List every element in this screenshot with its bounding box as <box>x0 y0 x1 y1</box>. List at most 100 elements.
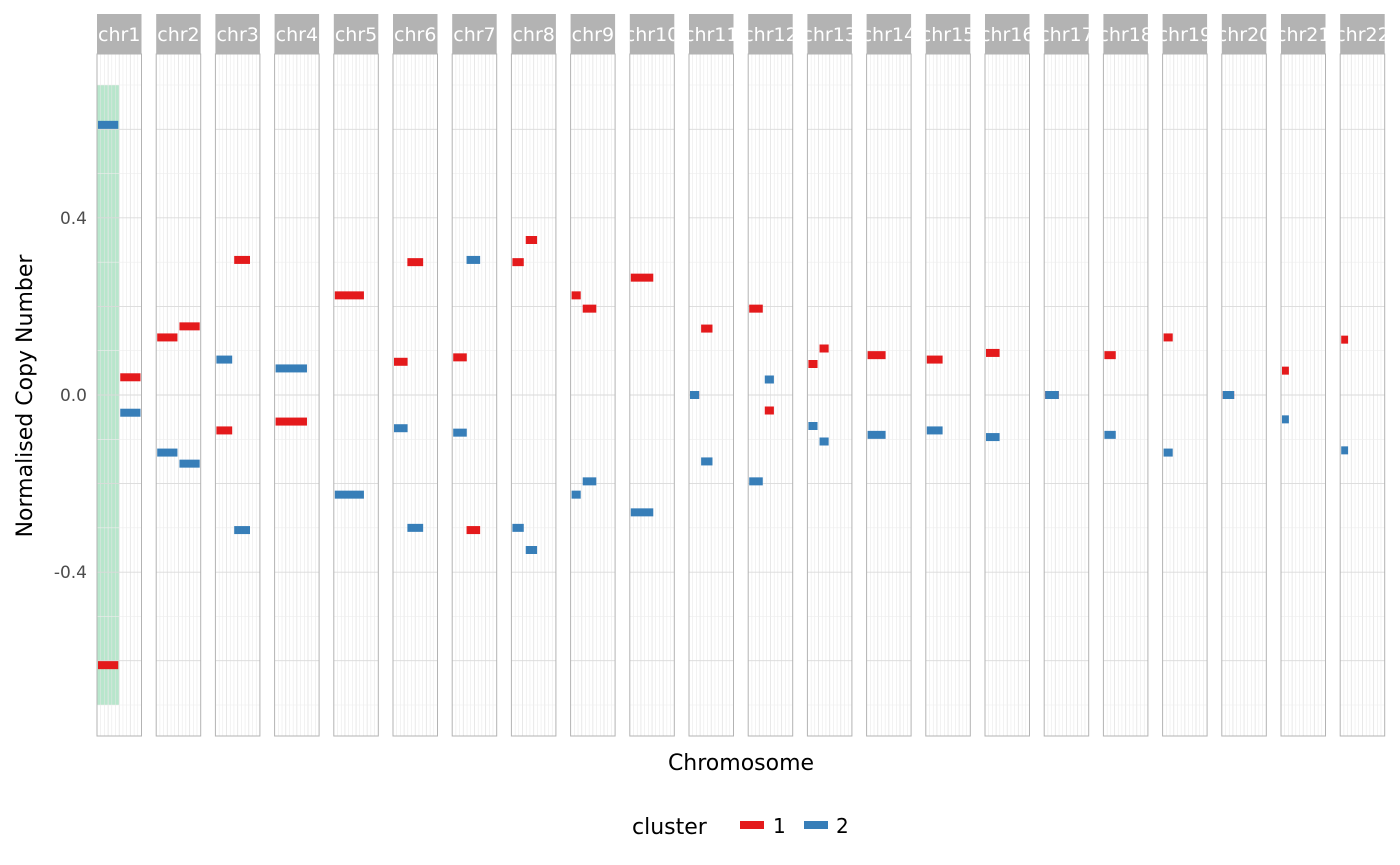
segment-cluster-1-chr3 <box>216 426 233 435</box>
facet-strip <box>629 14 675 54</box>
facet-label: chr21 <box>1276 24 1330 46</box>
segment-cluster-2-chr3 <box>216 355 233 364</box>
facet-label: chr18 <box>1098 24 1152 46</box>
segment-cluster-1-chr10 <box>630 273 654 282</box>
segment-cluster-2-chr9 <box>571 490 581 499</box>
segment-cluster-1-chr18 <box>1104 351 1116 360</box>
facet-label: chr5 <box>335 24 377 46</box>
segment-cluster-1-chr14 <box>867 351 886 360</box>
facet-label: chr20 <box>1217 24 1271 46</box>
segment-cluster-2-chr8 <box>525 546 538 554</box>
segment-cluster-2-chr22 <box>1341 446 1349 455</box>
segment-cluster-1-chr5 <box>334 291 364 300</box>
segment-cluster-2-chr9 <box>582 477 597 486</box>
facet-strip <box>1044 14 1089 54</box>
segment-cluster-1-chr6 <box>394 357 408 366</box>
segment-cluster-1-chr16 <box>986 348 1000 357</box>
segment-cluster-2-chr10 <box>630 508 654 517</box>
segment-cluster-1-chr13 <box>808 360 818 368</box>
segment-cluster-1-chr15 <box>926 355 943 364</box>
segment-cluster-1-chr7 <box>453 353 467 362</box>
segment-cluster-1-chr8 <box>512 258 524 267</box>
facet-panel-chr14: chr14 <box>862 14 916 737</box>
facet-strip <box>452 14 497 54</box>
facet-strip <box>511 14 556 54</box>
segment-cluster-1-chr4 <box>275 417 307 426</box>
segment-cluster-2-chr17 <box>1045 391 1059 399</box>
facet-panel-chr19: chr19 <box>1162 14 1208 737</box>
segment-cluster-2-chr1 <box>98 120 119 129</box>
segment-cluster-2-chr14 <box>867 430 886 439</box>
segment-cluster-2-chr2 <box>179 459 200 468</box>
facet-strip <box>1221 14 1267 54</box>
segment-cluster-1-chr13 <box>819 344 829 353</box>
facet-panel-chr17: chr17 <box>1039 14 1093 737</box>
y-tick-label: 0.0 <box>60 386 87 406</box>
segment-cluster-1-chr6 <box>407 258 424 267</box>
facet-strip <box>215 14 260 54</box>
segment-cluster-2-chr8 <box>512 523 524 532</box>
segment-cluster-2-chr21 <box>1282 415 1289 424</box>
segment-cluster-2-chr15 <box>926 426 943 435</box>
facet-panel-chr3: chr3 <box>214 14 261 737</box>
facet-panel-chr22: chr22 <box>1339 14 1386 737</box>
facet-panel-chr9: chr9 <box>570 14 616 737</box>
segment-cluster-2-chr13 <box>819 437 829 446</box>
segment-cluster-1-chr12 <box>764 406 774 415</box>
segment-cluster-1-chr3 <box>234 255 250 264</box>
facet-panel-chr12: chr12 <box>747 14 794 737</box>
facet-label: chr15 <box>921 24 975 46</box>
facet-panel-chr21: chr21 <box>1276 14 1330 737</box>
facet-panel-chr20: chr20 <box>1217 14 1271 737</box>
legend-label-cluster-2: 2 <box>836 814 849 838</box>
legend-key-cluster-2 <box>804 821 828 829</box>
segment-cluster-1-chr22 <box>1341 335 1349 344</box>
facet-strip <box>925 14 971 54</box>
facet-label: chr17 <box>1039 24 1093 46</box>
segment-cluster-2-chr5 <box>334 490 364 499</box>
segment-cluster-2-chr13 <box>808 422 818 430</box>
facet-strip <box>807 14 852 54</box>
segment-cluster-1-chr9 <box>571 291 581 300</box>
facet-strip <box>333 14 379 54</box>
legend-title: cluster <box>632 815 708 840</box>
segment-cluster-2-chr7 <box>453 428 467 437</box>
facet-panel-chr11: chr11 <box>684 14 738 737</box>
facet-label: chr4 <box>276 24 318 46</box>
segment-cluster-2-chr16 <box>986 433 1000 442</box>
y-tick-label: -0.4 <box>54 563 87 583</box>
facet-panel-chr4: chr4 <box>274 14 320 737</box>
facet-panel-chr6: chr6 <box>392 14 438 737</box>
facet-strip <box>570 14 616 54</box>
facet-strip <box>985 14 1030 54</box>
segment-cluster-1-chr9 <box>582 304 597 313</box>
facet-panel-chr8: chr8 <box>510 14 557 737</box>
segment-cluster-2-chr2 <box>157 448 178 457</box>
facet-panel-chr15: chr15 <box>921 14 975 737</box>
facet-strip <box>1281 14 1326 54</box>
segment-cluster-1-chr19 <box>1163 333 1173 342</box>
facet-strip <box>1162 14 1208 54</box>
segment-cluster-1-chr1 <box>98 661 119 670</box>
facet-panel-chr10: chr10 <box>625 14 679 737</box>
facet-label: chr3 <box>216 24 258 46</box>
facet-label: chr14 <box>862 24 916 46</box>
facet-label: chr10 <box>625 24 679 46</box>
segment-cluster-1-chr8 <box>525 236 538 244</box>
segment-cluster-2-chr11 <box>690 391 700 399</box>
segment-cluster-1-chr21 <box>1282 366 1289 375</box>
facet-label: chr11 <box>684 24 738 46</box>
segment-cluster-2-chr4 <box>275 364 307 373</box>
facet-label: chr7 <box>453 24 495 46</box>
facet-panel-chr2: chr2 <box>155 14 202 737</box>
segment-cluster-2-chr6 <box>407 523 424 532</box>
segment-cluster-1-chr7 <box>466 526 481 535</box>
y-axis: 0.4 0.0 -0.4 <box>54 209 87 583</box>
facet-label: chr16 <box>980 24 1034 46</box>
facet-strip <box>866 14 912 54</box>
segment-cluster-2-chr18 <box>1104 430 1116 439</box>
segment-cluster-2-chr3 <box>234 526 250 535</box>
segments-layer <box>98 120 1349 670</box>
facet-strip <box>97 14 142 54</box>
